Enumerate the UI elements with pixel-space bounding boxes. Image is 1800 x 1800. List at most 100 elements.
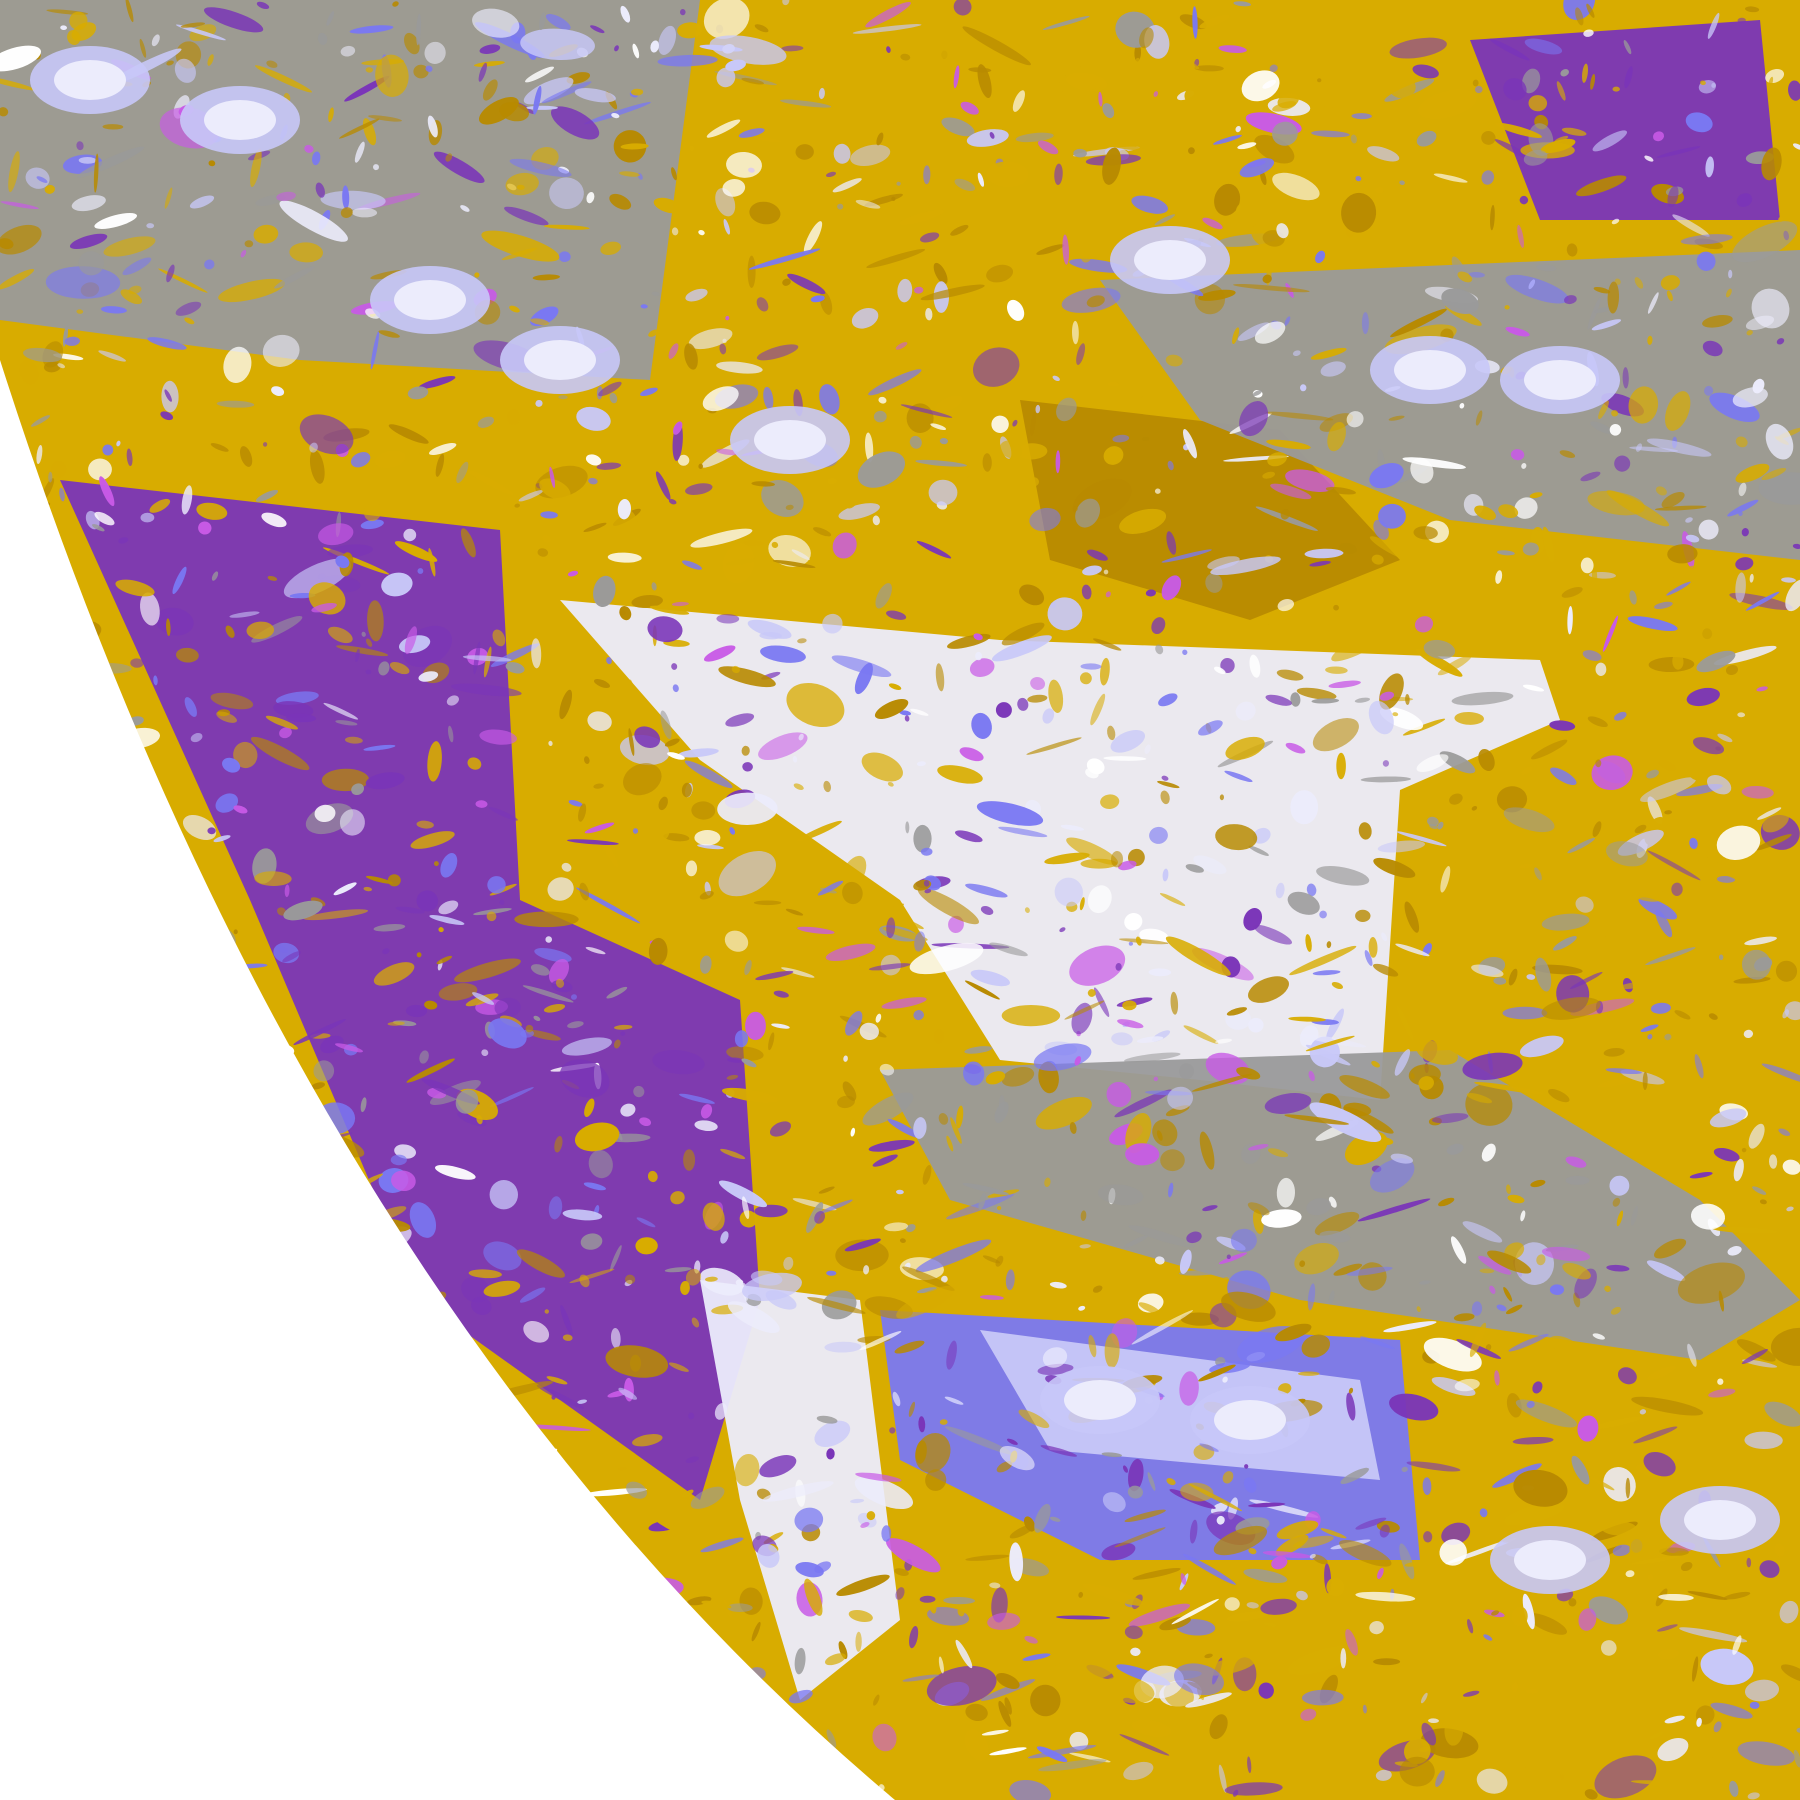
cloud-fleck bbox=[549, 466, 556, 488]
cloud-fleck bbox=[632, 43, 640, 59]
cloud-fleck bbox=[429, 442, 457, 456]
cloud-fleck bbox=[577, 1399, 588, 1404]
cloud-fleck bbox=[1233, 283, 1310, 293]
cloud-fleck bbox=[889, 1427, 896, 1434]
cloud-fleck bbox=[116, 440, 121, 447]
cloud-fleck bbox=[351, 783, 365, 796]
cloud-fleck bbox=[1102, 1492, 1126, 1513]
cloud-fleck bbox=[725, 558, 758, 566]
cloud-fleck bbox=[1673, 1371, 1696, 1378]
cloud-fleck bbox=[1757, 807, 1782, 820]
cloud-fleck bbox=[1781, 577, 1796, 583]
cloud-fleck bbox=[916, 1287, 937, 1294]
cloud-fleck bbox=[1634, 824, 1647, 834]
cloud-fleck bbox=[937, 765, 983, 784]
cloud-fleck bbox=[543, 224, 590, 230]
cloud-fleck bbox=[819, 1199, 853, 1214]
cloud-fleck bbox=[1451, 691, 1514, 706]
cloud-fleck bbox=[274, 266, 315, 289]
cloud-fleck bbox=[768, 534, 811, 567]
cloud-fleck bbox=[1438, 1197, 1455, 1207]
cloud-fleck bbox=[1433, 173, 1468, 183]
cloud-fleck bbox=[1481, 1143, 1496, 1162]
cloud-fleck bbox=[229, 611, 260, 618]
cloud-fleck bbox=[487, 876, 506, 894]
cloud-fleck bbox=[1712, 1226, 1778, 1234]
cloud-fleck bbox=[884, 1222, 909, 1232]
cloud-fleck bbox=[1156, 1130, 1163, 1141]
cloud-fleck bbox=[509, 305, 520, 313]
cloud-fleck bbox=[1239, 401, 1269, 437]
cloud-fleck bbox=[625, 1274, 636, 1285]
cloud-fleck bbox=[1102, 1676, 1155, 1704]
cloud-fleck bbox=[792, 756, 798, 763]
cloud-fleck bbox=[1576, 175, 1627, 197]
cloud-fleck bbox=[1022, 1653, 1051, 1661]
cloud-fleck bbox=[1733, 1158, 1744, 1182]
cloud-fleck bbox=[690, 528, 753, 548]
cloud-fleck bbox=[1042, 1347, 1068, 1368]
cloud-fleck bbox=[559, 1059, 610, 1098]
cloud-fleck bbox=[1222, 1471, 1234, 1484]
cloud-fleck bbox=[1049, 1281, 1067, 1289]
cloud-fleck bbox=[1745, 6, 1760, 13]
cloud-fleck bbox=[1369, 536, 1412, 561]
cloud-fleck bbox=[1296, 687, 1337, 700]
cloud-fleck bbox=[1350, 134, 1357, 144]
cloud-fleck bbox=[795, 144, 814, 160]
cloud-fleck bbox=[1248, 976, 1289, 1003]
cloud-fleck bbox=[583, 522, 607, 533]
cloud-fleck bbox=[523, 1320, 550, 1343]
cloud-fleck bbox=[826, 1448, 835, 1460]
cloud-fleck bbox=[814, 1211, 826, 1224]
cloud-fleck bbox=[742, 762, 753, 772]
cloud-fleck bbox=[1671, 882, 1683, 896]
cloud-fleck bbox=[1138, 1302, 1160, 1314]
cloud-fleck bbox=[1489, 38, 1530, 61]
cloud-fleck bbox=[1001, 1067, 1035, 1087]
cloud-fleck bbox=[794, 1507, 824, 1533]
cloud-fleck bbox=[609, 392, 618, 404]
cloud-fleck bbox=[652, 1049, 705, 1075]
cloud-fleck bbox=[747, 255, 756, 288]
cloud-fleck bbox=[1226, 1254, 1231, 1260]
cloud-fleck bbox=[1680, 1561, 1693, 1572]
cloud-fleck bbox=[461, 1276, 491, 1303]
cloud-fleck bbox=[1741, 1147, 1747, 1153]
cloud-fleck bbox=[1487, 1250, 1532, 1274]
cloud-fleck bbox=[886, 1538, 941, 1573]
cloud-fleck bbox=[514, 503, 520, 508]
cloud-fleck bbox=[719, 343, 727, 355]
cloud-fleck bbox=[925, 41, 966, 59]
cloud-fleck bbox=[1030, 1684, 1061, 1717]
cloud-fleck bbox=[196, 502, 228, 520]
cloud-fleck bbox=[995, 1255, 1004, 1267]
cloud-fleck bbox=[1399, 180, 1405, 186]
cloud-fleck bbox=[724, 930, 749, 952]
cloud-fleck bbox=[1035, 404, 1041, 414]
cloud-fleck bbox=[909, 1625, 919, 1649]
cloud-fleck bbox=[151, 34, 160, 47]
cloud-fleck bbox=[1154, 214, 1176, 226]
cloud-fleck bbox=[1030, 677, 1046, 690]
cloud-fleck bbox=[1738, 482, 1747, 497]
cloud-fleck bbox=[614, 45, 619, 52]
cloud-fleck bbox=[1309, 560, 1331, 567]
cloud-fleck bbox=[751, 1621, 761, 1642]
cloud-fleck bbox=[1383, 1321, 1437, 1333]
cloud-fleck bbox=[1166, 531, 1177, 555]
cloud-fleck bbox=[1069, 1731, 1089, 1750]
cloud-fleck bbox=[1326, 1008, 1344, 1041]
cloud-fleck bbox=[1536, 264, 1557, 272]
cloud-fleck bbox=[1367, 146, 1400, 162]
cloud-fleck bbox=[1481, 170, 1495, 185]
cloud-fleck bbox=[77, 146, 145, 178]
cloud-fleck bbox=[283, 900, 323, 921]
cloud-fleck bbox=[340, 207, 353, 218]
cloud-fleck bbox=[914, 931, 926, 952]
cloud-fleck bbox=[250, 148, 262, 187]
cloud-fleck bbox=[825, 943, 876, 961]
cloud-fleck bbox=[1580, 471, 1601, 482]
cloud-fleck bbox=[771, 1023, 790, 1029]
cloud-fleck bbox=[1459, 403, 1465, 409]
